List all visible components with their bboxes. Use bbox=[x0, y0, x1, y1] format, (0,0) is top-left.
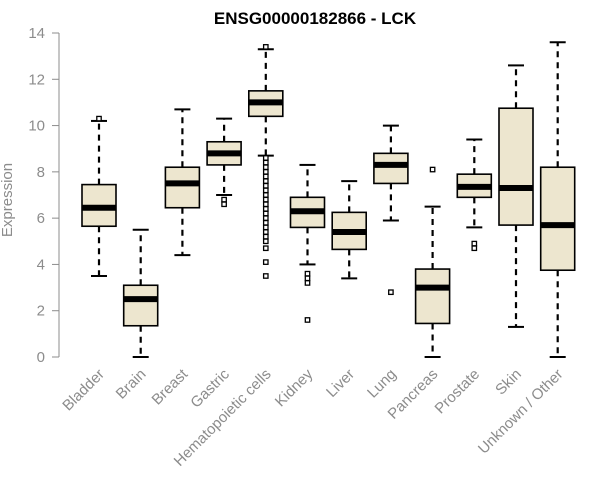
box-group-gastric bbox=[206, 117, 242, 208]
y-axis-label: Expression bbox=[0, 163, 16, 237]
box-group-kidney bbox=[289, 163, 326, 323]
outlier-point bbox=[388, 289, 394, 296]
outlier-point bbox=[429, 166, 436, 173]
y-tick-label: 10 bbox=[28, 118, 45, 135]
x-tick-label: Brain bbox=[113, 366, 150, 403]
outlier-point bbox=[262, 210, 269, 217]
outlier-point bbox=[262, 201, 269, 208]
chart-title: ENSG00000182866 - LCK bbox=[214, 9, 417, 28]
outlier-point bbox=[262, 238, 269, 245]
box-group-lung bbox=[373, 124, 409, 296]
outlier-point bbox=[262, 178, 269, 184]
outlier-point bbox=[262, 215, 269, 221]
outlier-point bbox=[471, 245, 478, 252]
outlier-point bbox=[262, 196, 269, 203]
y-tick-label: 2 bbox=[37, 303, 45, 320]
y-tick-label: 0 bbox=[37, 349, 45, 366]
outlier-point bbox=[262, 229, 269, 235]
outlier-point bbox=[262, 155, 269, 161]
outlier-point bbox=[262, 219, 269, 226]
outlier-point bbox=[262, 192, 269, 198]
y-tick-label: 6 bbox=[37, 210, 45, 227]
outlier-point bbox=[304, 280, 311, 286]
outlier-point bbox=[221, 201, 227, 208]
box-group-pancreas bbox=[414, 166, 451, 358]
y-tick-label: 12 bbox=[28, 71, 45, 88]
x-tick-label: Kidney bbox=[272, 365, 317, 410]
outlier-point bbox=[471, 240, 478, 247]
y-ticks: 0 2 4 6 8 10 12 14 bbox=[28, 25, 59, 366]
box-iqr bbox=[373, 152, 409, 185]
outlier-point bbox=[262, 273, 269, 279]
box-iqr bbox=[539, 166, 576, 272]
x-tick-label: Liver bbox=[323, 366, 358, 401]
box-iqr bbox=[498, 107, 534, 226]
outlier-point bbox=[262, 44, 269, 50]
y-tick-label: 14 bbox=[28, 25, 45, 42]
box-group-bladder bbox=[81, 115, 117, 277]
box-group-hematopoietic-cells bbox=[248, 44, 284, 279]
box-group-unknown-other bbox=[539, 41, 576, 358]
y-tick-label: 8 bbox=[37, 164, 45, 181]
box-iqr bbox=[164, 166, 201, 209]
outlier-point bbox=[262, 233, 269, 240]
outlier-point bbox=[262, 173, 269, 180]
outlier-point bbox=[221, 196, 227, 203]
box-group-breast bbox=[164, 108, 201, 257]
y-tick-label: 4 bbox=[37, 256, 45, 273]
box-group-liver bbox=[331, 180, 368, 280]
outlier-point bbox=[262, 245, 269, 252]
x-tick-label: Skin bbox=[492, 366, 525, 399]
box-group-skin bbox=[498, 64, 534, 328]
box-iqr bbox=[414, 268, 451, 325]
outlier-point bbox=[96, 115, 102, 122]
outlier-point bbox=[304, 270, 311, 277]
outlier-point bbox=[262, 187, 269, 194]
outlier-point bbox=[262, 164, 269, 171]
box-group-prostate bbox=[456, 138, 493, 252]
outlier-point bbox=[262, 159, 269, 166]
x-tick-label: Breast bbox=[149, 365, 192, 408]
outlier-point bbox=[262, 259, 269, 265]
outlier-point bbox=[304, 317, 311, 323]
outlier-point bbox=[262, 206, 269, 212]
outlier-point bbox=[262, 182, 269, 189]
x-tick-label: Lung bbox=[364, 366, 400, 402]
outlier-point bbox=[262, 169, 269, 175]
x-tick-label: Prostate bbox=[432, 366, 484, 418]
box-group-brain bbox=[122, 228, 159, 358]
box-groups bbox=[81, 41, 576, 358]
x-tick-label: Bladder bbox=[59, 366, 108, 415]
outlier-point bbox=[262, 224, 269, 231]
outlier-point bbox=[304, 275, 311, 282]
box-iqr bbox=[122, 284, 159, 327]
